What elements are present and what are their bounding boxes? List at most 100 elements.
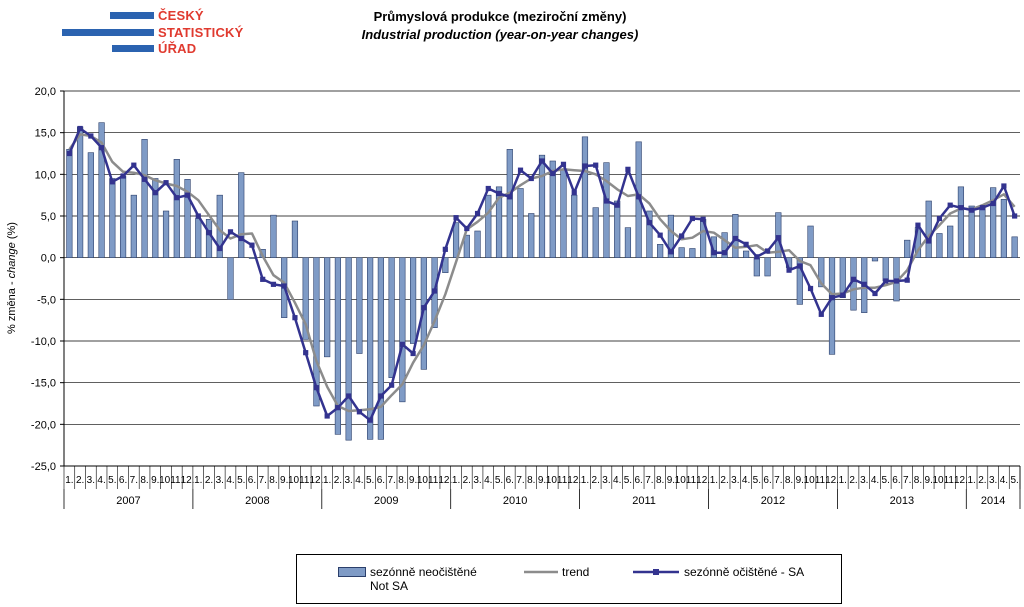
x-tick-label: 4.	[97, 475, 105, 486]
year-label: 2009	[374, 495, 398, 507]
sa-marker	[270, 281, 277, 287]
sa-marker	[356, 409, 362, 415]
chart-title-english: Industrial production (year-on-year chan…	[361, 27, 639, 42]
x-tick-label: 7.	[130, 475, 138, 486]
sa-marker	[969, 207, 975, 213]
x-tick-label: 9.	[409, 475, 417, 486]
x-tick-label: 5.	[108, 475, 116, 486]
sa-marker	[442, 246, 448, 252]
x-tick-label: 6.	[763, 475, 771, 486]
x-tick-label: 8.	[527, 475, 535, 486]
x-tick-label: 2.	[205, 475, 213, 486]
sa-marker	[410, 350, 416, 357]
sa-marker	[517, 167, 524, 173]
sa-marker	[335, 405, 341, 411]
sa-marker	[378, 393, 384, 399]
bar	[173, 159, 180, 258]
sa-marker	[625, 166, 631, 172]
logo-text-line-2: STATISTICKÝ	[158, 25, 244, 40]
sa-marker	[98, 145, 105, 151]
sa-marker	[764, 248, 771, 254]
sa-marker	[1001, 183, 1007, 189]
bar	[807, 225, 814, 258]
x-tick-label: 5.	[1010, 475, 1018, 486]
sa-marker	[700, 216, 706, 222]
y-axis-label: % změna - change (%)	[6, 222, 18, 334]
bar	[410, 257, 417, 344]
x-tick-label: 5.	[882, 475, 890, 486]
sa-marker	[109, 179, 115, 185]
x-tick-label: 5.	[495, 475, 503, 486]
sa-marker	[732, 235, 738, 242]
sa-marker	[775, 235, 781, 241]
bar	[367, 257, 374, 440]
y-tick-label: -25,0	[31, 461, 56, 473]
sa-marker	[926, 238, 932, 244]
sa-marker	[582, 163, 588, 169]
x-tick-label: 1.	[839, 475, 847, 486]
bar	[195, 218, 202, 258]
sa-marker	[227, 229, 234, 235]
x-tick-label: 5.	[366, 475, 374, 486]
sa-marker	[679, 233, 685, 239]
bar	[571, 194, 578, 258]
bar	[614, 200, 621, 258]
sa-marker	[893, 278, 900, 284]
year-label: 2010	[503, 495, 527, 507]
x-tick-label: 10.	[546, 475, 560, 486]
x-tick-label: 11.	[815, 475, 828, 486]
x-tick-label: 5.	[753, 475, 761, 486]
sa-marker	[603, 198, 610, 204]
bar	[334, 257, 342, 435]
bar	[517, 188, 524, 258]
sa-marker	[389, 382, 395, 388]
bar	[506, 149, 513, 258]
x-tick-label: 12.	[825, 475, 839, 486]
bar	[742, 250, 750, 258]
bar	[98, 122, 105, 258]
x-tick-label: 1.	[194, 475, 202, 486]
trend-line	[68, 133, 1016, 413]
sa-marker	[238, 235, 244, 242]
sa-marker	[722, 250, 728, 256]
x-tick-label: 6.	[506, 475, 514, 486]
x-tick-label: 10.	[932, 475, 946, 486]
sa-marker	[474, 210, 481, 217]
legend-swatch-not-sa	[338, 567, 366, 577]
x-tick-label: 11.	[170, 475, 183, 486]
bar	[119, 175, 127, 258]
sa-marker	[979, 205, 986, 211]
x-tick-label: 4.	[355, 475, 363, 486]
sa-marker	[292, 315, 298, 321]
sa-marker	[571, 190, 577, 196]
sa-marker	[872, 290, 878, 297]
legend-label-not-sa: sezónně neočištěné Not SA	[370, 565, 477, 593]
bar	[828, 257, 836, 355]
x-tick-label: 7.	[774, 475, 782, 486]
bar	[560, 169, 567, 258]
sa-marker	[399, 341, 405, 347]
x-tick-label: 7.	[259, 475, 267, 486]
sa-marker	[485, 185, 491, 192]
x-tick-label: 8.	[269, 475, 277, 486]
bar	[87, 152, 94, 258]
x-tick-label: 8.	[785, 475, 793, 486]
y-tick-label: -10,0	[31, 336, 56, 348]
sa-marker	[936, 215, 943, 222]
x-tick-label: 5.	[624, 475, 632, 486]
bar	[721, 232, 728, 258]
year-label: 2014	[981, 495, 1005, 507]
bar	[130, 194, 137, 258]
x-tick-label: 2.	[76, 475, 84, 486]
x-tick-label: 6.	[248, 475, 256, 486]
x-tick-label: 3.	[602, 475, 610, 486]
y-tick-label: -5,0	[37, 294, 56, 306]
sa-marker	[303, 350, 309, 356]
sa-marker	[689, 215, 695, 222]
sa-marker	[206, 230, 212, 236]
year-label: 2008	[245, 495, 269, 507]
bar	[291, 220, 299, 258]
x-tick-label: 2.	[720, 475, 728, 486]
bar	[624, 227, 632, 258]
bar	[141, 139, 148, 258]
